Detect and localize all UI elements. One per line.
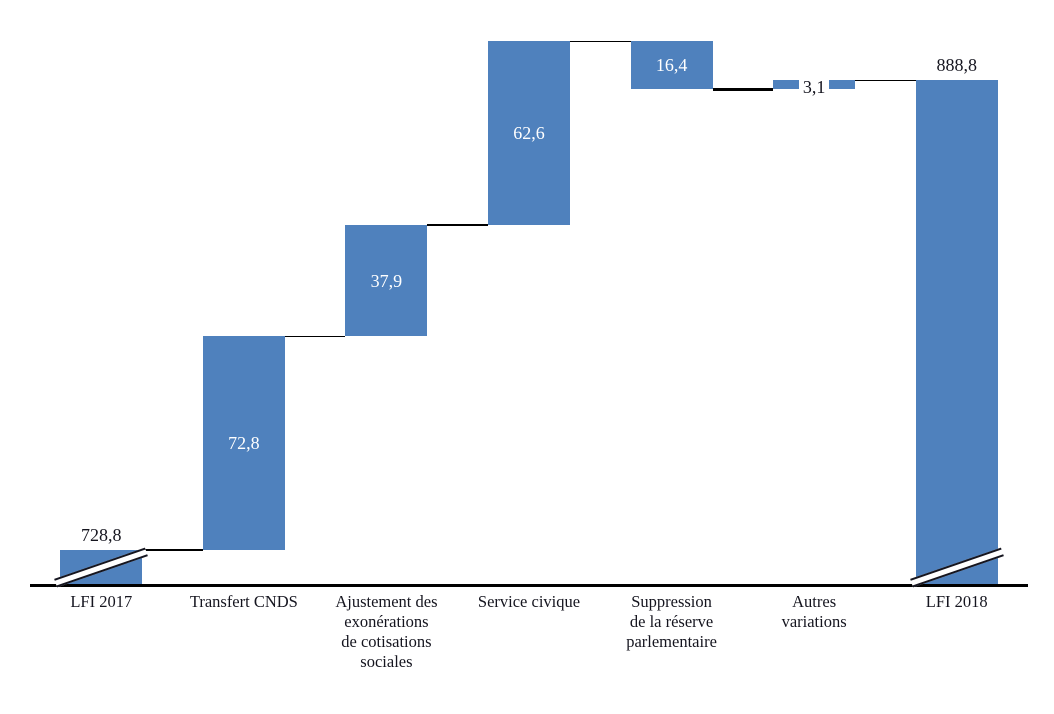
category-label: Service civique [477,592,581,611]
waterfall-bar [345,225,428,337]
connector-line [855,79,916,82]
category-label: LFI 2017 [70,592,133,611]
waterfall-bar [630,41,713,90]
category-label: Ajustement des exonérations de cotisatio… [335,592,438,671]
category-label: Autres variations [781,592,847,631]
connector-line [142,549,203,551]
category-label: LFI 2018 [925,592,988,611]
category-label: Suppression de la réserve parlementaire [626,592,717,651]
bar-value-label: 62,6 [513,123,545,144]
connector-line [570,40,631,43]
bar-value-label: 37,9 [370,270,403,291]
connector-line [712,87,774,91]
bar-value-label: 3,1 [754,76,874,98]
connector-line [284,335,346,338]
waterfall-bar [915,80,998,585]
waterfall-bar [202,336,285,550]
bar-value-label: 16,4 [655,55,688,76]
waterfall-bar [488,41,570,226]
connector-line [427,224,488,226]
category-label: Transfert CNDS [189,592,298,611]
bar-value-label: 728,8 [81,525,122,545]
bar-value-label: 888,8 [936,55,977,76]
bar-value-label: 72,8 [228,433,260,454]
bar-value-chip: 3,1 [798,78,830,96]
x-axis-line [30,584,1028,587]
